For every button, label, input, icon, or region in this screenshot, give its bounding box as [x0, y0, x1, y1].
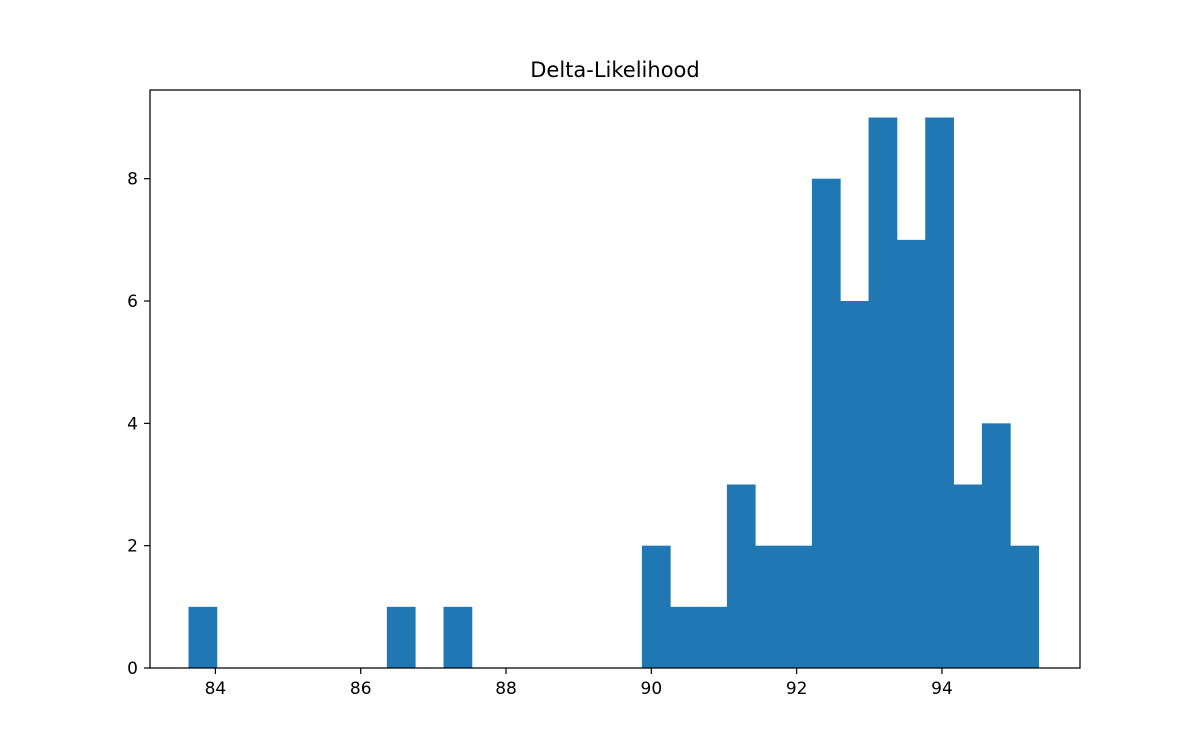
- x-tick-label: 86: [350, 679, 372, 699]
- x-tick-label: 88: [495, 679, 517, 699]
- bars-group: [188, 117, 1039, 669]
- histogram-bar: [925, 117, 954, 669]
- histogram-bar: [670, 606, 699, 668]
- x-tick-label: 90: [641, 679, 663, 699]
- histogram-bar: [896, 239, 926, 668]
- histogram-bar: [783, 545, 813, 668]
- histogram-bar: [755, 545, 784, 668]
- plot-frame: [149, 89, 1081, 669]
- y-tick-label: 4: [127, 414, 138, 434]
- x-axis: 84 86 88 90 92 94: [205, 668, 953, 699]
- y-tick-label: 8: [127, 170, 138, 190]
- histogram-bar: [698, 606, 728, 668]
- histogram-bar: [641, 545, 671, 668]
- histogram-bar: [868, 117, 898, 669]
- y-axis: 0 2 4 6 8: [127, 170, 150, 679]
- histogram-bar: [1010, 545, 1039, 668]
- histogram-bar: [386, 606, 416, 668]
- x-tick-label: 84: [205, 679, 227, 699]
- histogram-bar: [953, 484, 983, 668]
- y-tick-label: 0: [127, 659, 138, 679]
- histogram-bar: [840, 301, 869, 668]
- x-tick-label: 92: [786, 679, 808, 699]
- histogram-bar: [981, 423, 1011, 668]
- y-tick-label: 6: [127, 292, 138, 312]
- histogram-bar: [443, 606, 473, 668]
- x-tick-label: 94: [931, 679, 953, 699]
- chart-title: Delta-Likelihood: [530, 58, 699, 82]
- histogram-bar: [726, 484, 756, 668]
- histogram-bar: [188, 606, 218, 668]
- histogram-bar: [811, 178, 841, 668]
- y-tick-label: 2: [127, 537, 138, 557]
